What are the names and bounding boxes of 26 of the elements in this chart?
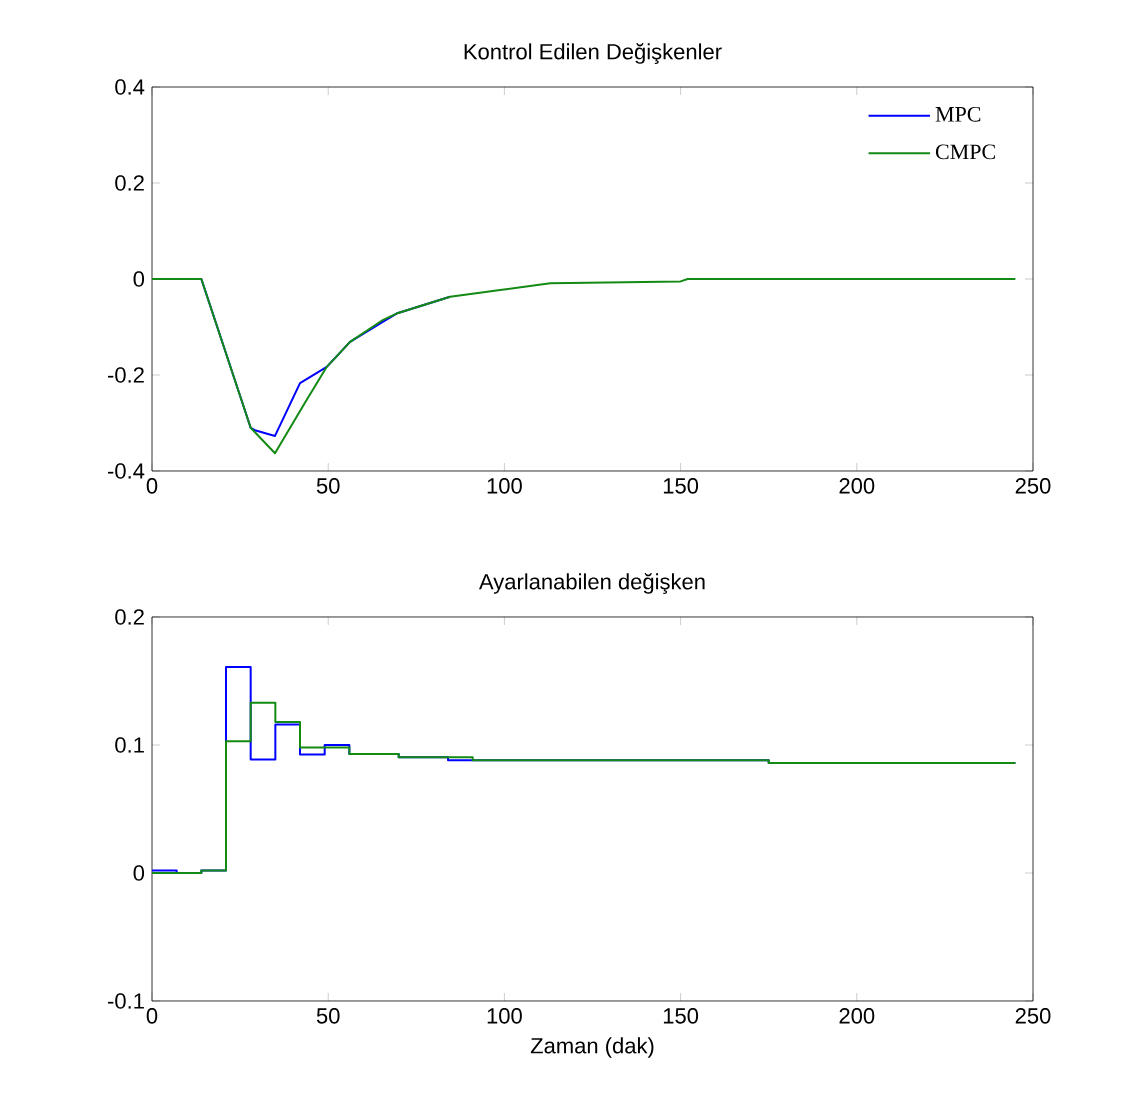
y-tick-label: 0.2: [115, 175, 144, 191]
chart-title: Kontrol Edilen Değişkenler: [464, 43, 722, 64]
y-tick-label: 0.2: [115, 609, 144, 625]
y-tick-label: 0: [133, 271, 145, 287]
x-tick-label: 0: [146, 478, 158, 494]
x-tick-label: 150: [663, 1008, 699, 1024]
x-tick-label: 200: [839, 478, 875, 494]
x-tick-label: 150: [663, 478, 699, 494]
chart-title: Ayarlanabilen değişken: [478, 573, 705, 594]
y-tick-label: 0: [133, 865, 145, 881]
y-tick-label: 0.4: [115, 79, 145, 95]
x-tick-label: 200: [839, 1008, 875, 1024]
x-tick-label: 50: [316, 1008, 340, 1024]
legend-label: CMPC: [935, 144, 995, 160]
y-tick-label: -0.4: [108, 463, 145, 479]
x-tick-label: 250: [1015, 478, 1051, 494]
y-tick-label: -0.2: [108, 367, 144, 383]
y-tick-label: 0.1: [115, 737, 144, 753]
legend-label: MPC: [935, 106, 981, 122]
x-tick-label: 50: [316, 478, 340, 494]
x-axis-title: Zaman (dak): [530, 1037, 654, 1058]
x-tick-label: 100: [487, 1008, 522, 1024]
x-tick-label: 0: [146, 1008, 158, 1024]
y-tick-label: -0.1: [108, 993, 144, 1009]
x-tick-label: 100: [487, 478, 522, 494]
x-tick-label: 250: [1015, 1008, 1051, 1024]
